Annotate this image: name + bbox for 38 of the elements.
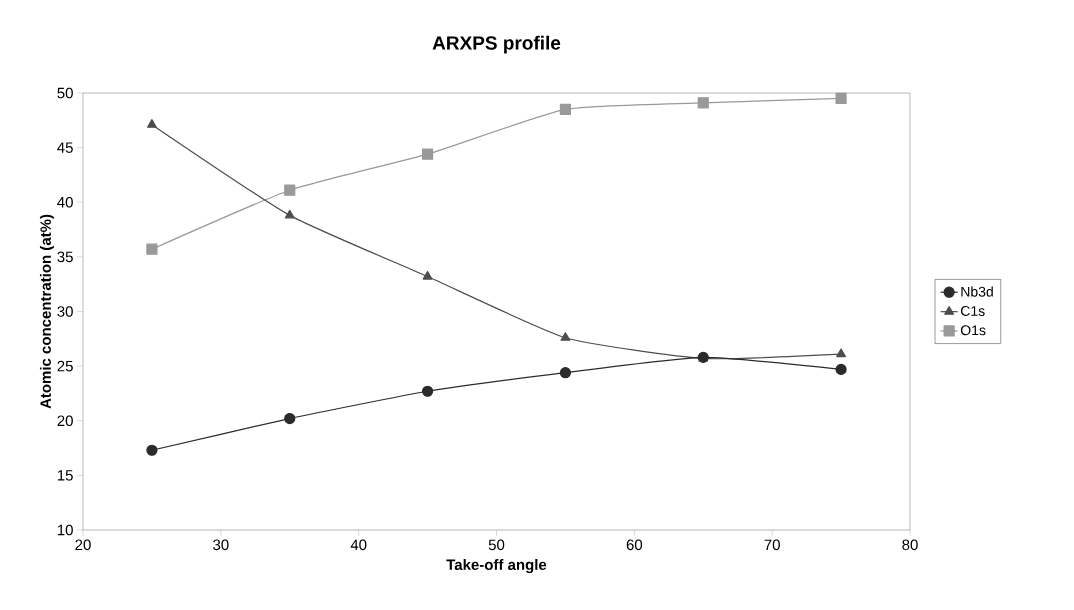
legend-label: C1s bbox=[960, 306, 985, 316]
x-tick-label: 50 bbox=[488, 539, 505, 551]
point bbox=[284, 412, 296, 425]
chart-title: ARXPS profile bbox=[432, 35, 561, 54]
x-axis-title: Take-off angle bbox=[446, 559, 547, 574]
point bbox=[560, 332, 571, 341]
point bbox=[146, 119, 157, 128]
y-tick-label: 20 bbox=[57, 415, 73, 427]
y-axis-title: Atomic concentration (at%) bbox=[39, 214, 54, 409]
point bbox=[835, 92, 847, 105]
point bbox=[422, 270, 433, 280]
y-tick-label: 50 bbox=[57, 87, 73, 99]
point bbox=[697, 97, 709, 109]
y-tick-label: 10 bbox=[57, 524, 73, 536]
x-tick-label: 30 bbox=[213, 539, 229, 551]
point bbox=[835, 363, 847, 375]
point bbox=[421, 148, 434, 160]
y-tick-label: 45 bbox=[57, 142, 73, 153]
x-tick-label: 20 bbox=[75, 539, 91, 551]
point bbox=[559, 367, 572, 379]
x-tick-label: 40 bbox=[350, 539, 367, 551]
legend-label: O1s bbox=[960, 325, 986, 336]
y-tick-label: 35 bbox=[57, 251, 73, 263]
point bbox=[284, 209, 295, 219]
x-tick-label: 80 bbox=[902, 539, 918, 551]
x-tick-label: 60 bbox=[626, 539, 643, 551]
point bbox=[146, 444, 158, 456]
x-tick-label: 70 bbox=[764, 539, 780, 551]
point bbox=[421, 385, 434, 397]
y-tick-label: 30 bbox=[57, 306, 73, 317]
legend-label: Nb3d bbox=[961, 286, 993, 297]
y-tick-label: 40 bbox=[57, 196, 73, 208]
point bbox=[559, 103, 572, 115]
point bbox=[284, 184, 296, 196]
y-tick-label: 15 bbox=[57, 470, 73, 481]
point bbox=[146, 243, 158, 255]
y-tick-label: 25 bbox=[57, 360, 73, 372]
point bbox=[836, 348, 847, 358]
